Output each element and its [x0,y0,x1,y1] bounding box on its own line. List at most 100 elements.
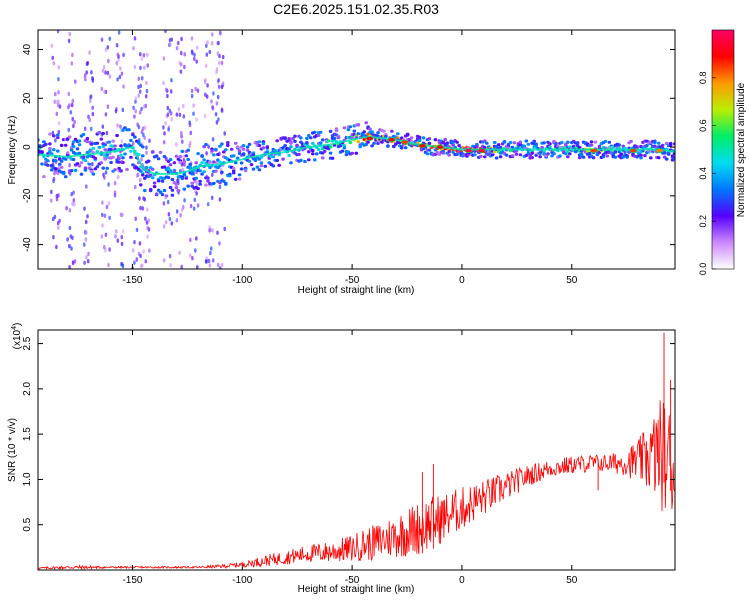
spectrogram-scatter-point [143,197,146,202]
spectrogram-point [417,135,422,139]
spectrogram-point [146,159,151,163]
spectrogram-scatter-point [88,50,91,55]
spectrogram-point [257,168,262,172]
spectrogram-scatter-point [120,235,124,240]
spectrogram-point [59,143,64,147]
spectrogram-scatter-point [108,36,112,41]
spectrogram-point [52,134,56,138]
spectrogram-scatter-point [196,265,199,269]
spectrogram-scatter-point [70,192,73,197]
spectrogram-hotspot [436,144,444,150]
spectrogram-scatter-point [148,248,151,253]
spectrogram-point [538,155,542,159]
spectrogram-point [48,132,52,136]
spectrogram-point [593,140,598,144]
spectrogram-point [664,141,669,145]
spectrogram-point [170,178,175,182]
spectrogram-scatter-point [103,213,107,218]
spectrogram-point [322,149,327,153]
spectrogram-point [40,162,44,166]
spectrogram-point [283,136,287,140]
spectrogram-scatter-point [192,206,196,211]
spectrogram-point [59,165,64,169]
spectrogram-y-axis-label: Frequency (Hz) [7,116,18,185]
spectrogram-hotspot [477,148,486,153]
spectrogram-point [241,147,246,151]
spectrogram-point [247,159,252,163]
spectrogram-point [220,142,224,146]
spectrogram-point [137,141,141,145]
spectrogram-point [309,136,313,140]
spectrogram-point [376,131,380,135]
spectrogram-point [229,147,234,151]
spectrogram-scatter-point [69,234,73,239]
spectrogram-point [101,131,105,136]
snr-background [38,330,675,570]
spectrogram-point [510,154,515,158]
spectrogram-point [200,161,204,165]
spectrogram-scatter-point [144,125,147,130]
spectrogram-point [356,140,361,144]
spectrogram-point [330,156,335,160]
spectrogram-point [496,143,501,147]
spectrogram-point [158,150,163,154]
spectrogram-point [83,168,88,172]
spectrogram-point [38,144,42,148]
spectrogram-point [69,169,74,173]
colorbar-tick-label: 0.2 [698,215,708,228]
spectrogram-point [109,160,113,165]
spectrogram-scatter-point [162,80,165,86]
spectrogram-scatter-point [190,36,194,41]
spectrogram-point [498,155,503,159]
spectrogram-point [184,154,189,158]
spectrogram-scatter-point [223,226,226,232]
spectrogram-scatter-point [116,77,119,82]
spectrogram-scatter-point [119,124,122,129]
snr-x-axis-label: Height of straight line (km) [298,584,415,595]
spectrogram-scatter-point [180,36,183,42]
spectrogram-scatter-point [116,52,120,57]
spectrogram-point [182,160,187,164]
spectrogram-scatter-point [207,258,211,264]
spectrogram-point [283,144,287,148]
spectrogram-scatter-point [57,65,61,70]
spectrogram-scatter-point [138,177,142,183]
spectrogram-point [81,132,86,137]
spectrogram-scatter-point [139,83,142,89]
spectrogram-point [384,134,388,138]
spectrogram-point [392,144,396,148]
spectrogram-point [287,153,291,158]
spectrogram-point [370,144,374,148]
spectrogram-point [241,152,246,156]
spectrogram-scatter-point [139,253,142,259]
spectrogram-point [160,179,165,183]
spectrogram-scatter-point [164,220,168,225]
spectrogram-point [141,173,145,177]
spectrogram-point [316,133,321,137]
spectrogram-point [63,175,68,179]
spectrogram-point [664,157,669,161]
spectrogram-point [99,161,104,165]
spectrogram-point [174,186,179,190]
spectrogram-point [109,147,113,152]
spectrogram-scatter-point [169,89,173,94]
spectrogram-point [332,136,337,140]
spectrogram-point [344,153,349,157]
spectrogram-scatter-point [211,32,214,37]
spectrogram-point [550,154,554,158]
spectrogram-point [174,154,179,158]
spectrogram-scatter-point [139,52,142,57]
spectrogram-point [152,181,157,185]
spectrogram-scatter-point [207,144,210,149]
spectrogram-point [433,138,438,142]
spectrogram-point [144,166,149,170]
spectrogram-scatter-point [103,245,106,250]
spectrogram-scatter-point [71,260,75,266]
spectrogram-point [271,164,276,168]
spectrogram-point [131,133,135,137]
colorbar-frame [711,29,735,270]
spectrogram-scatter-point [215,69,218,75]
spectrogram-point [370,130,374,134]
spectrogram-point [212,181,216,185]
spectrogram-point [526,151,531,155]
